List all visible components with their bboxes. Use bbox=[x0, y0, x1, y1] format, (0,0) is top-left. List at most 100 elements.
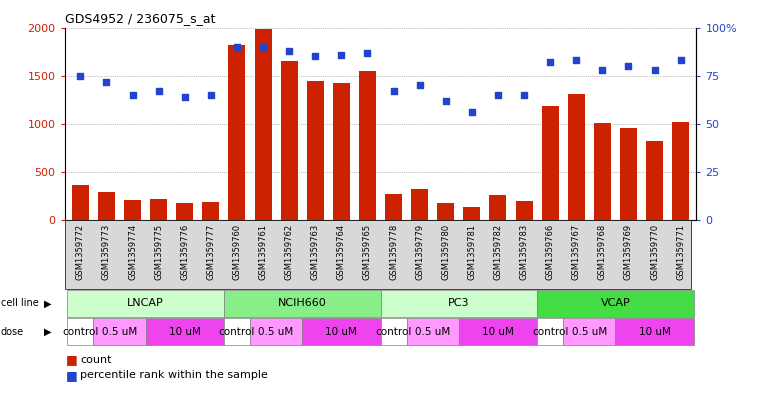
Bar bbox=[537, 290, 694, 317]
Text: GSM1359767: GSM1359767 bbox=[572, 224, 581, 280]
Point bbox=[413, 82, 425, 88]
Bar bbox=[411, 189, 428, 220]
Bar bbox=[616, 318, 694, 345]
Point bbox=[205, 92, 217, 98]
Text: 0.5 uM: 0.5 uM bbox=[102, 327, 137, 337]
Text: 10 uM: 10 uM bbox=[638, 327, 670, 337]
Bar bbox=[67, 290, 224, 317]
Bar bbox=[463, 207, 480, 220]
Text: count: count bbox=[80, 354, 111, 365]
Text: GSM1359782: GSM1359782 bbox=[493, 224, 502, 280]
Text: GDS4952 / 236075_s_at: GDS4952 / 236075_s_at bbox=[65, 12, 215, 25]
Point bbox=[336, 51, 348, 58]
Bar bbox=[515, 201, 533, 220]
Bar bbox=[672, 122, 689, 220]
Point bbox=[75, 73, 87, 79]
Text: NCIH660: NCIH660 bbox=[278, 298, 326, 309]
Text: GSM1359783: GSM1359783 bbox=[520, 224, 529, 280]
Text: percentile rank within the sample: percentile rank within the sample bbox=[80, 370, 268, 380]
Bar bbox=[250, 318, 302, 345]
Point bbox=[597, 67, 609, 73]
Text: GSM1359776: GSM1359776 bbox=[180, 224, 189, 280]
Bar bbox=[489, 195, 506, 220]
Bar bbox=[380, 290, 537, 317]
Bar bbox=[333, 83, 350, 220]
Point bbox=[570, 57, 582, 63]
Text: GSM1359777: GSM1359777 bbox=[206, 224, 215, 280]
Point bbox=[100, 78, 113, 84]
Text: GSM1359761: GSM1359761 bbox=[259, 224, 268, 280]
Text: control: control bbox=[62, 327, 98, 337]
Point bbox=[309, 53, 321, 60]
Text: GSM1359778: GSM1359778 bbox=[389, 224, 398, 280]
Point bbox=[518, 92, 530, 98]
Point bbox=[257, 44, 269, 50]
Bar bbox=[72, 185, 89, 220]
Point bbox=[231, 44, 243, 50]
Text: 10 uM: 10 uM bbox=[169, 327, 201, 337]
Bar bbox=[594, 123, 611, 220]
Text: GSM1359760: GSM1359760 bbox=[232, 224, 241, 280]
Bar bbox=[281, 61, 298, 220]
Text: GSM1359774: GSM1359774 bbox=[128, 224, 137, 280]
Text: GSM1359762: GSM1359762 bbox=[285, 224, 294, 280]
Point bbox=[361, 50, 374, 56]
Point bbox=[622, 63, 635, 69]
Text: 10 uM: 10 uM bbox=[326, 327, 357, 337]
Point bbox=[440, 98, 452, 104]
Text: ■: ■ bbox=[65, 369, 77, 382]
Text: GSM1359766: GSM1359766 bbox=[546, 224, 555, 280]
Bar bbox=[537, 318, 563, 345]
Bar bbox=[563, 318, 616, 345]
Text: ■: ■ bbox=[65, 353, 77, 366]
Bar bbox=[568, 94, 584, 220]
Text: GSM1359765: GSM1359765 bbox=[363, 224, 372, 280]
Text: 0.5 uM: 0.5 uM bbox=[415, 327, 451, 337]
Bar bbox=[406, 318, 459, 345]
Text: GSM1359771: GSM1359771 bbox=[677, 224, 685, 280]
Bar bbox=[359, 71, 376, 220]
Text: 0.5 uM: 0.5 uM bbox=[259, 327, 294, 337]
Text: 10 uM: 10 uM bbox=[482, 327, 514, 337]
Text: GSM1359775: GSM1359775 bbox=[154, 224, 163, 280]
Bar bbox=[646, 141, 663, 220]
Point bbox=[152, 88, 164, 94]
Bar bbox=[177, 203, 193, 220]
Bar bbox=[150, 199, 167, 220]
Text: GSM1359781: GSM1359781 bbox=[467, 224, 476, 280]
Bar bbox=[228, 45, 246, 220]
Bar bbox=[98, 191, 115, 220]
Text: GSM1359780: GSM1359780 bbox=[441, 224, 451, 280]
Text: 0.5 uM: 0.5 uM bbox=[572, 327, 607, 337]
Text: VCAP: VCAP bbox=[600, 298, 630, 309]
Bar bbox=[438, 203, 454, 220]
Point bbox=[544, 59, 556, 65]
Point bbox=[283, 48, 295, 54]
Point bbox=[492, 92, 504, 98]
Bar bbox=[302, 318, 380, 345]
Bar bbox=[145, 318, 224, 345]
Text: dose: dose bbox=[1, 327, 24, 337]
Point bbox=[126, 92, 139, 98]
Bar bbox=[202, 202, 219, 220]
Bar bbox=[94, 318, 145, 345]
Text: PC3: PC3 bbox=[448, 298, 470, 309]
Text: control: control bbox=[218, 327, 255, 337]
Text: GSM1359772: GSM1359772 bbox=[76, 224, 84, 280]
Text: ▶: ▶ bbox=[44, 298, 52, 309]
Text: GSM1359779: GSM1359779 bbox=[416, 224, 424, 280]
Bar bbox=[542, 106, 559, 220]
Text: control: control bbox=[375, 327, 412, 337]
Text: GSM1359770: GSM1359770 bbox=[650, 224, 659, 280]
Text: GSM1359769: GSM1359769 bbox=[624, 224, 633, 280]
Text: GSM1359773: GSM1359773 bbox=[102, 224, 111, 280]
Text: cell line: cell line bbox=[1, 298, 39, 309]
Text: GSM1359763: GSM1359763 bbox=[310, 224, 320, 280]
Text: control: control bbox=[532, 327, 568, 337]
Bar bbox=[67, 318, 94, 345]
Text: GSM1359768: GSM1359768 bbox=[598, 224, 607, 280]
Point bbox=[674, 57, 686, 63]
Point bbox=[179, 94, 191, 100]
Point bbox=[387, 88, 400, 94]
Text: ▶: ▶ bbox=[44, 327, 52, 337]
